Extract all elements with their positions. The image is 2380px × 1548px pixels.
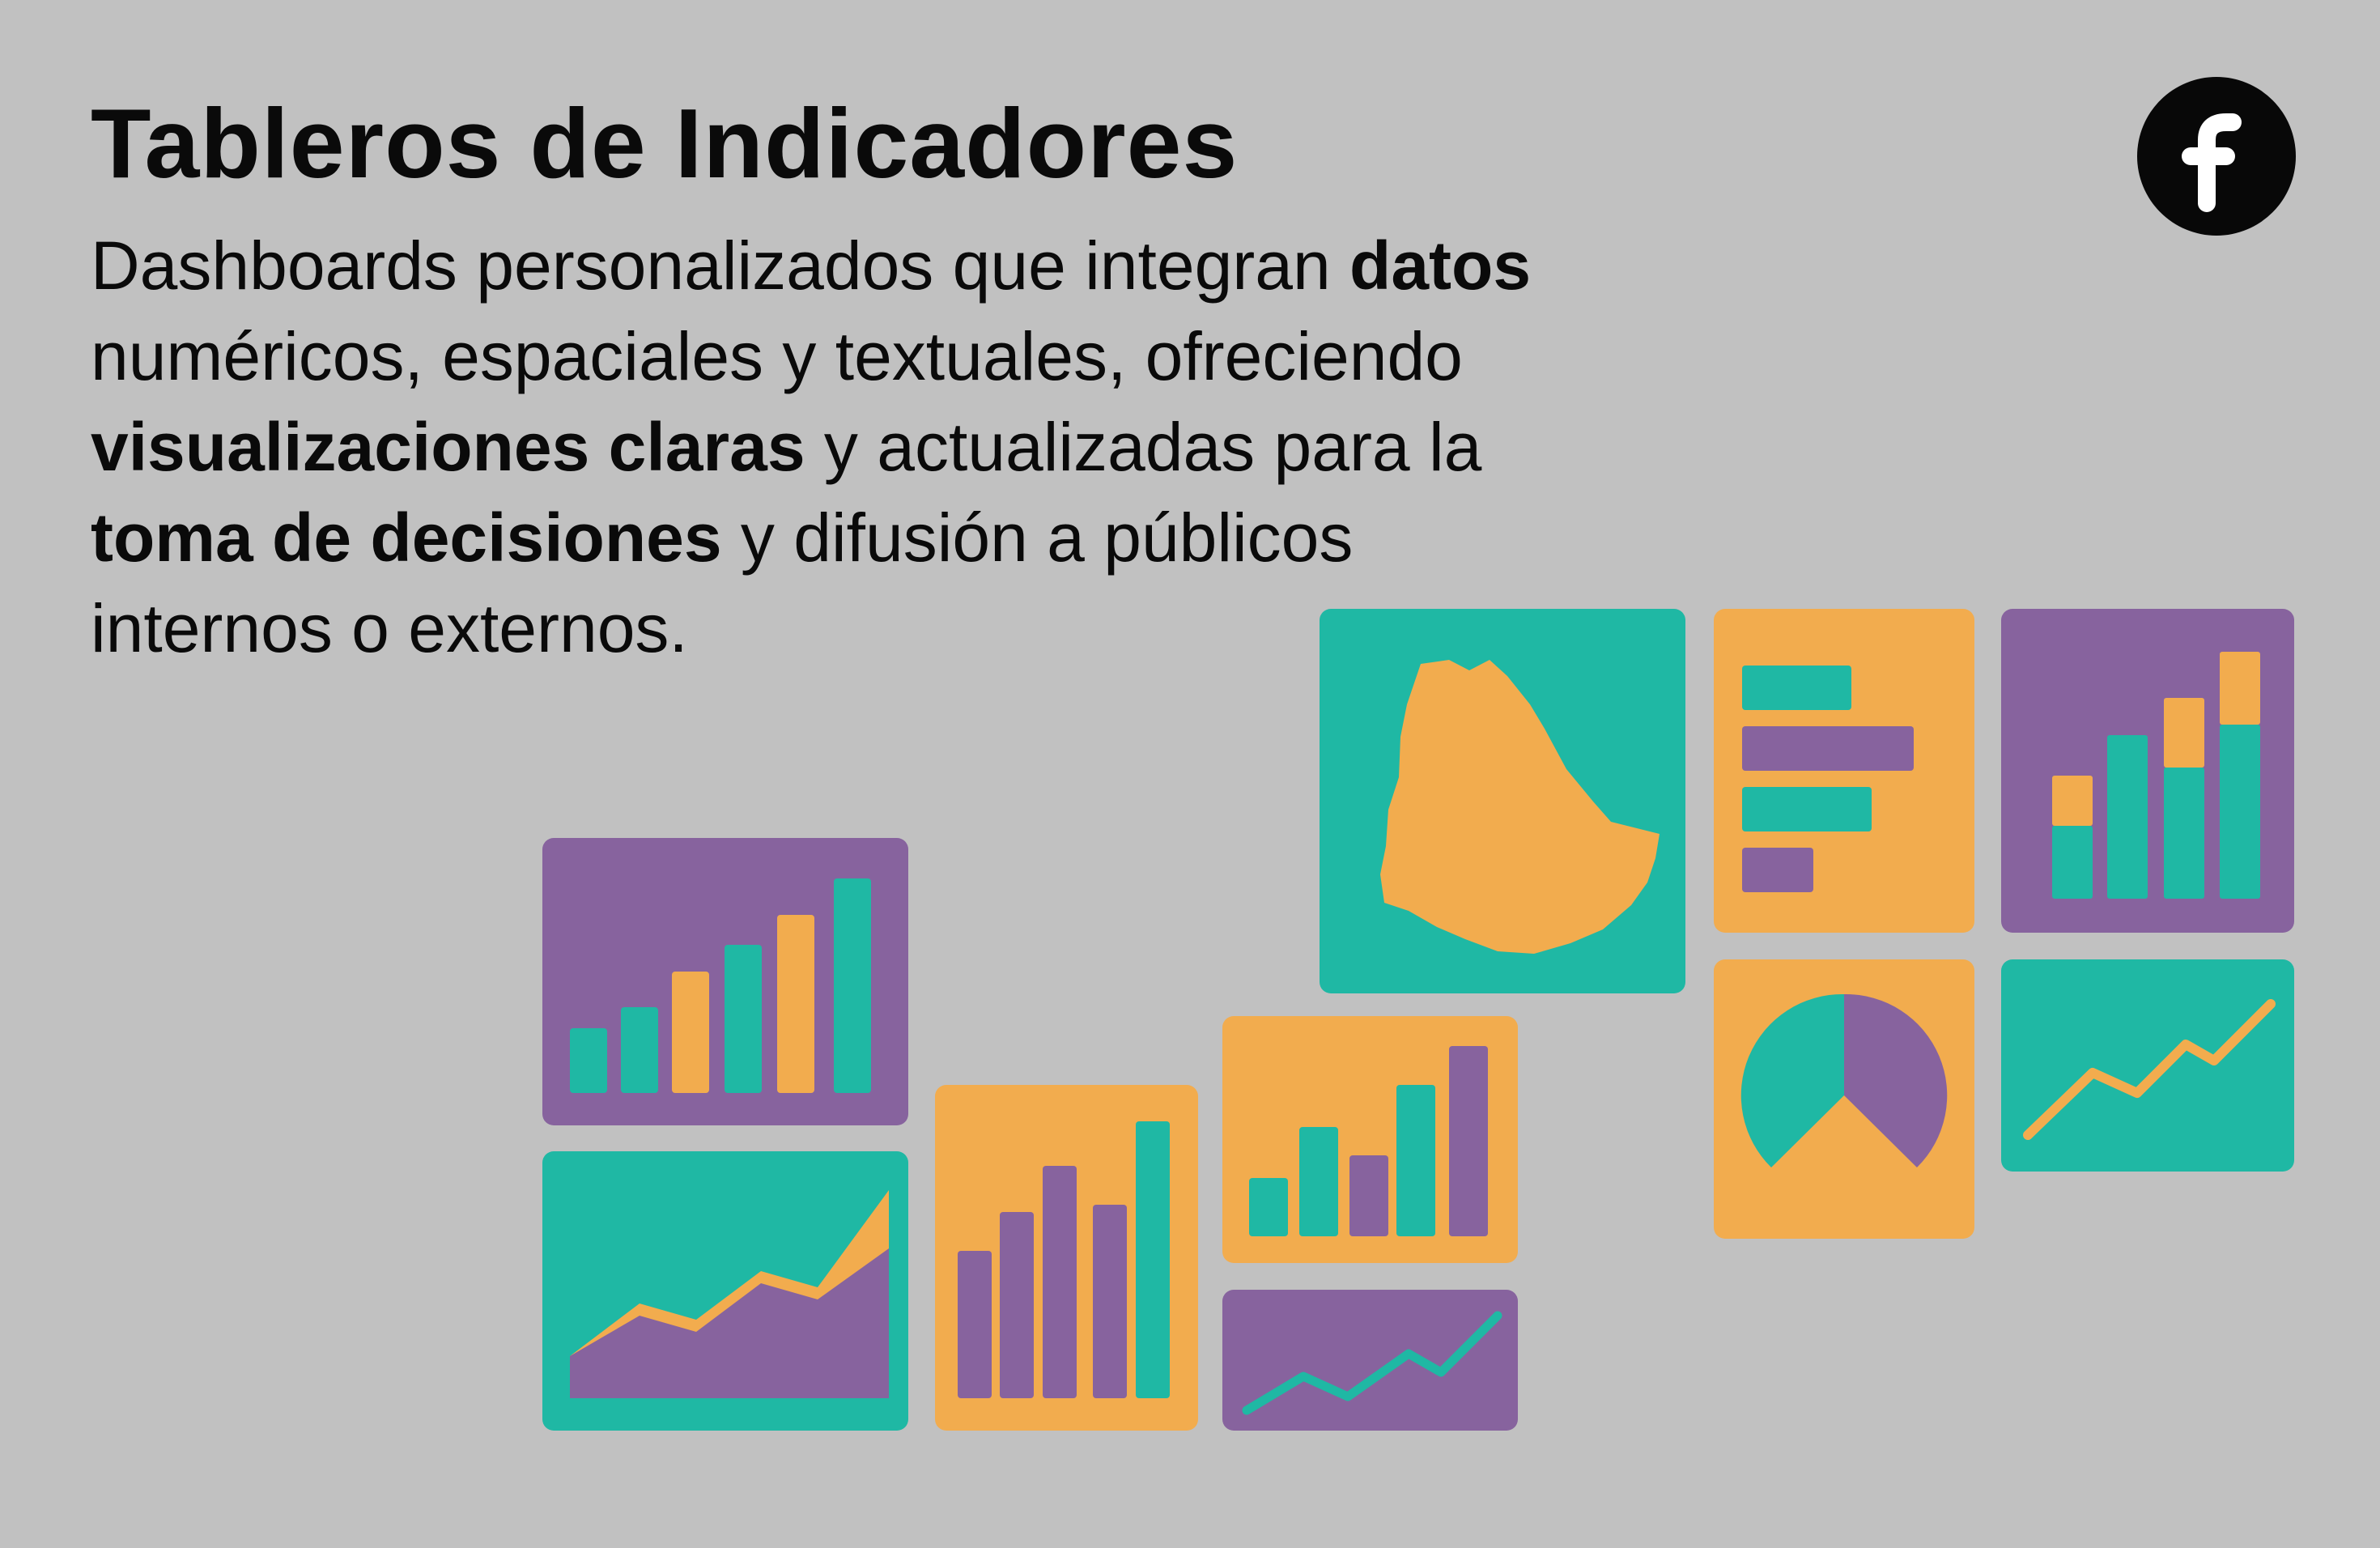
- highlight-visualizaciones: visualizaciones claras: [91, 409, 805, 485]
- card-teal-map: [1320, 609, 1685, 993]
- card-orange-bars: [935, 1085, 1198, 1431]
- card-orange-bars-small: [1222, 1016, 1518, 1263]
- card-orange-pie: [1714, 959, 1974, 1239]
- description: Dashboards personalizados que integran d…: [91, 220, 1596, 674]
- facebook-icon: [2182, 113, 2242, 212]
- description-text: Dashboards personalizados que integran: [91, 228, 1350, 304]
- highlight-toma-decisiones: toma de decisiones: [91, 500, 722, 576]
- description-text: y difusión a públicos internos o externo…: [91, 500, 1354, 666]
- card-orange-hbars: [1714, 609, 1974, 933]
- description-text: numéricos, espaciales y textuales, ofrec…: [91, 318, 1463, 394]
- card-purple-bars: [542, 838, 908, 1125]
- card-teal-area: [542, 1151, 908, 1431]
- card-purple-stacked-bars: [2001, 609, 2294, 933]
- highlight-datos: datos: [1349, 228, 1532, 304]
- card-teal-line: [2001, 959, 2294, 1172]
- page-title: Tableros de Indicadores: [91, 88, 1239, 198]
- description-text: y actualizadas para la: [805, 409, 1482, 485]
- card-purple-line: [1222, 1290, 1518, 1431]
- facebook-button[interactable]: [2137, 77, 2296, 236]
